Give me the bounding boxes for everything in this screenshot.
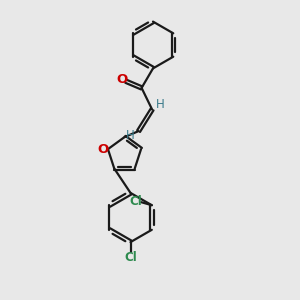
Text: O: O <box>116 73 128 86</box>
Text: Cl: Cl <box>129 195 142 208</box>
Text: O: O <box>98 142 109 156</box>
Text: H: H <box>126 129 135 142</box>
Text: H: H <box>156 98 165 111</box>
Text: Cl: Cl <box>124 250 137 264</box>
